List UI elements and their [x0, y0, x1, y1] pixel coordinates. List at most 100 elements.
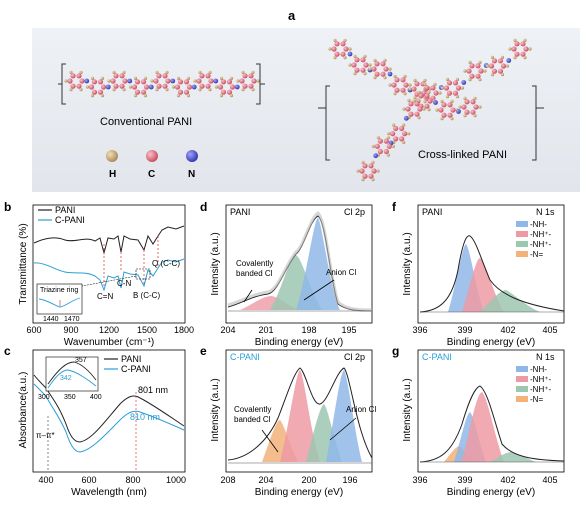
- atom-sphere: [348, 63, 352, 67]
- atom-sphere: [343, 56, 347, 60]
- legend-h-sphere: [106, 150, 118, 162]
- atom-sphere: [497, 58, 504, 64]
- panel-c-cpani-spectrum: [33, 383, 185, 453]
- atom-sphere: [170, 78, 176, 84]
- atom-sphere: [413, 96, 417, 100]
- atom-sphere: [91, 79, 98, 85]
- atom-sphere: [392, 123, 396, 127]
- panel-g-xtick: 399: [457, 475, 472, 485]
- atom-sphere: [208, 78, 214, 84]
- atom-sphere: [383, 76, 387, 80]
- panel-b-xtick: 600: [26, 325, 41, 335]
- atom-sphere: [440, 99, 444, 103]
- atom-sphere: [440, 117, 444, 121]
- panel-b-inset-tick: 1470: [64, 316, 80, 323]
- atom-sphere: [393, 136, 399, 142]
- atom-sphere: [376, 169, 380, 173]
- panel-b-xlabel: Wavenumber (cm⁻¹): [64, 337, 154, 348]
- panel-c-inset-label-342: 342: [60, 375, 72, 382]
- atom-sphere: [112, 70, 116, 74]
- atom-sphere: [446, 80, 453, 86]
- atom-sphere: [464, 109, 470, 115]
- svg-text:-NH⁺-: -NH⁺-: [530, 385, 551, 394]
- atom-sphere: [133, 94, 138, 98]
- atom-sphere: [438, 107, 444, 113]
- atom-sphere: [438, 91, 442, 95]
- atom-sphere: [90, 94, 95, 98]
- atom-sphere: [219, 94, 224, 98]
- panel-d-data: [227, 211, 373, 312]
- panel-e-xticks: 208 204 200 196: [220, 475, 357, 485]
- atom-sphere: [390, 131, 396, 137]
- atom-sphere: [143, 84, 150, 90]
- svg-text:-NH-: -NH-: [530, 365, 547, 374]
- panel-f-peak-green: [480, 290, 540, 312]
- svg-text:-N=: -N=: [530, 395, 543, 404]
- panel-b-annot-cn-single: C-N: [117, 279, 131, 288]
- atom-sphere: [236, 79, 240, 83]
- atom-sphere: [387, 71, 393, 77]
- panel-c-xtick: 800: [125, 475, 140, 485]
- panel-e-peak-blue: [326, 370, 362, 462]
- atom-sphere: [473, 96, 477, 100]
- atom-sphere: [383, 66, 389, 72]
- panel-b-xtick: 1500: [137, 325, 157, 335]
- panel-f-ylabel: Intensity (a.u.): [402, 232, 413, 295]
- atom-sphere: [133, 76, 138, 80]
- panel-e-annot-anion: Anion Cl: [346, 405, 376, 414]
- panel-g-peak-green: [490, 452, 536, 462]
- atom-sphere: [186, 76, 191, 80]
- atom-sphere: [455, 95, 460, 99]
- atom-sphere: [333, 38, 337, 42]
- atom-sphere: [423, 78, 427, 82]
- panel-f-sample: PANI: [422, 207, 442, 217]
- atom-sphere: [511, 46, 517, 52]
- atom-sphere: [205, 83, 211, 89]
- atom-sphere: [356, 169, 360, 173]
- panel-d-frame: [225, 204, 373, 324]
- panel-e-xtick: 208: [220, 475, 235, 485]
- atom-sphere: [198, 70, 202, 74]
- atom-sphere: [483, 69, 487, 73]
- atom-sphere: [70, 73, 76, 79]
- crosslinked-pani-label: Cross-linked PANI: [418, 149, 507, 161]
- atom-sphere: [463, 96, 467, 100]
- atom-sphere: [463, 114, 467, 118]
- atom-sphere: [113, 83, 119, 89]
- atom-sphere: [69, 88, 73, 92]
- atom-sphere: [424, 85, 430, 91]
- atom-sphere: [242, 73, 248, 79]
- panel-d-annot-anion: Anion Cl: [326, 268, 356, 277]
- panel-g-sample: C-PANI: [422, 352, 452, 362]
- atom-sphere: [475, 63, 481, 69]
- panel-label-f: f: [392, 200, 397, 214]
- atom-sphere: [513, 56, 517, 60]
- panel-label-d: d: [200, 200, 207, 214]
- atom-sphere: [376, 136, 380, 140]
- panel-e-xtick: 204: [258, 475, 273, 485]
- atom-sphere: [143, 76, 148, 80]
- atom-sphere: [186, 84, 193, 90]
- panel-b-inset-tick: 1440: [43, 316, 59, 323]
- atom-sphere: [363, 62, 369, 68]
- atom-sphere: [412, 99, 416, 103]
- atom-sphere: [214, 85, 219, 89]
- panel-f-legend: -NH- -NH⁺- -NH⁺- -N=: [516, 220, 551, 259]
- atom-sphere: [359, 168, 365, 174]
- atom-sphere: [69, 70, 73, 74]
- atom-sphere: [183, 79, 190, 85]
- atom-sphere: [368, 67, 372, 71]
- atom-sphere: [354, 57, 360, 63]
- atom-sphere: [458, 105, 462, 109]
- atom-sphere: [452, 90, 459, 96]
- atom-sphere: [234, 84, 240, 90]
- atom-sphere: [343, 46, 349, 52]
- crosslinked-pani-network: [328, 38, 532, 182]
- atom-sphere: [424, 103, 430, 109]
- atom-sphere: [220, 89, 227, 95]
- atom-sphere: [500, 55, 505, 59]
- atom-sphere: [213, 78, 219, 84]
- atom-sphere: [217, 84, 224, 90]
- panel-f-xtick: 399: [457, 325, 472, 335]
- atom-sphere: [162, 73, 168, 79]
